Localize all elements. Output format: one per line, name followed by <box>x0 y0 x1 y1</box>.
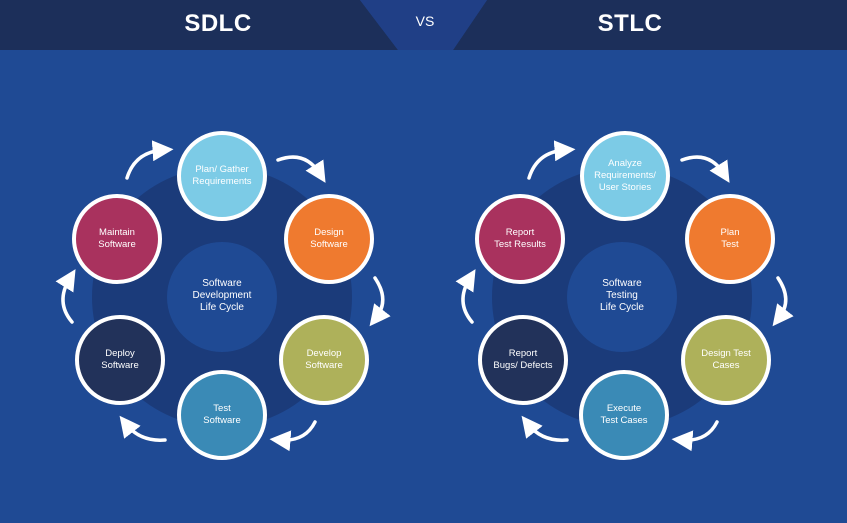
sdlc-node-develop-label: Develop Software <box>305 348 343 371</box>
sdlc-node-develop: Develop Software <box>279 315 369 405</box>
stlc-node-plan: Plan Test <box>685 194 775 284</box>
stlc-center-label: Software Testing Life Cycle <box>600 278 644 313</box>
sdlc-node-maintain: Maintain Software <box>72 194 162 284</box>
sdlc-arrow-5 <box>55 269 76 324</box>
stlc-node-execute: Execute Test Cases <box>579 370 669 460</box>
stlc-arrow-2 <box>772 276 794 327</box>
left-banner <box>0 0 398 50</box>
sdlc-node-test: Test Software <box>177 370 267 460</box>
stlc-arrow-6 <box>527 140 576 180</box>
sdlc-arrow-4 <box>119 415 167 442</box>
stlc-node-design-label: Design Test Cases <box>701 348 751 371</box>
stlc-node-results-label: Report Test Results <box>494 227 546 250</box>
sdlc-node-deploy-label: Deploy Software <box>101 348 139 371</box>
stlc-node-execute-label: Execute Test Cases <box>600 403 648 426</box>
stlc-title: STLC <box>597 10 663 37</box>
sdlc-node-design-label: Design Software <box>310 227 348 250</box>
sdlc-node-test-label: Test Software <box>203 403 241 426</box>
stlc-arrow-4 <box>521 415 569 442</box>
sdlc-core <box>167 242 277 352</box>
vs-notch <box>360 0 487 50</box>
stlc-arrow-1 <box>680 155 730 183</box>
sdlc-node-deploy: Deploy Software <box>75 315 165 405</box>
vs-label: VS <box>415 13 435 29</box>
stlc-arrow-3 <box>671 420 719 452</box>
sdlc-arrow-1 <box>276 155 326 183</box>
sdlc-center-label: Software Development Life Cycle <box>192 278 252 313</box>
right-banner <box>453 0 847 50</box>
sdlc-title: SDLC <box>184 10 252 37</box>
sdlc-arrow-2 <box>369 276 391 327</box>
stlc-node-bugs-label: Report Bugs/ Defects <box>493 348 553 371</box>
sdlc-node-plan-label: Plan/ Gather Requirements <box>192 164 252 187</box>
sdlc-node-design: Design Software <box>284 194 374 284</box>
stlc-node-bugs: Report Bugs/ Defects <box>478 315 568 405</box>
sdlc-node-maintain-label: Maintain Software <box>98 227 136 250</box>
stlc-arrow-5 <box>455 269 476 324</box>
sdlc-arrow-6 <box>125 140 174 180</box>
stlc-node-analyze-label: Analyze Requirements/ User Stories <box>594 158 656 193</box>
stlc-core <box>567 242 677 352</box>
sdlc-node-plan: Plan/ Gather Requirements <box>177 131 267 221</box>
stlc-node-results: Report Test Results <box>475 194 565 284</box>
stlc-node-analyze: Analyze Requirements/ User Stories <box>580 131 670 221</box>
stlc-node-design: Design Test Cases <box>681 315 771 405</box>
stlc-node-plan-label: Plan Test <box>720 227 740 250</box>
sdlc-arrow-3 <box>269 420 317 452</box>
